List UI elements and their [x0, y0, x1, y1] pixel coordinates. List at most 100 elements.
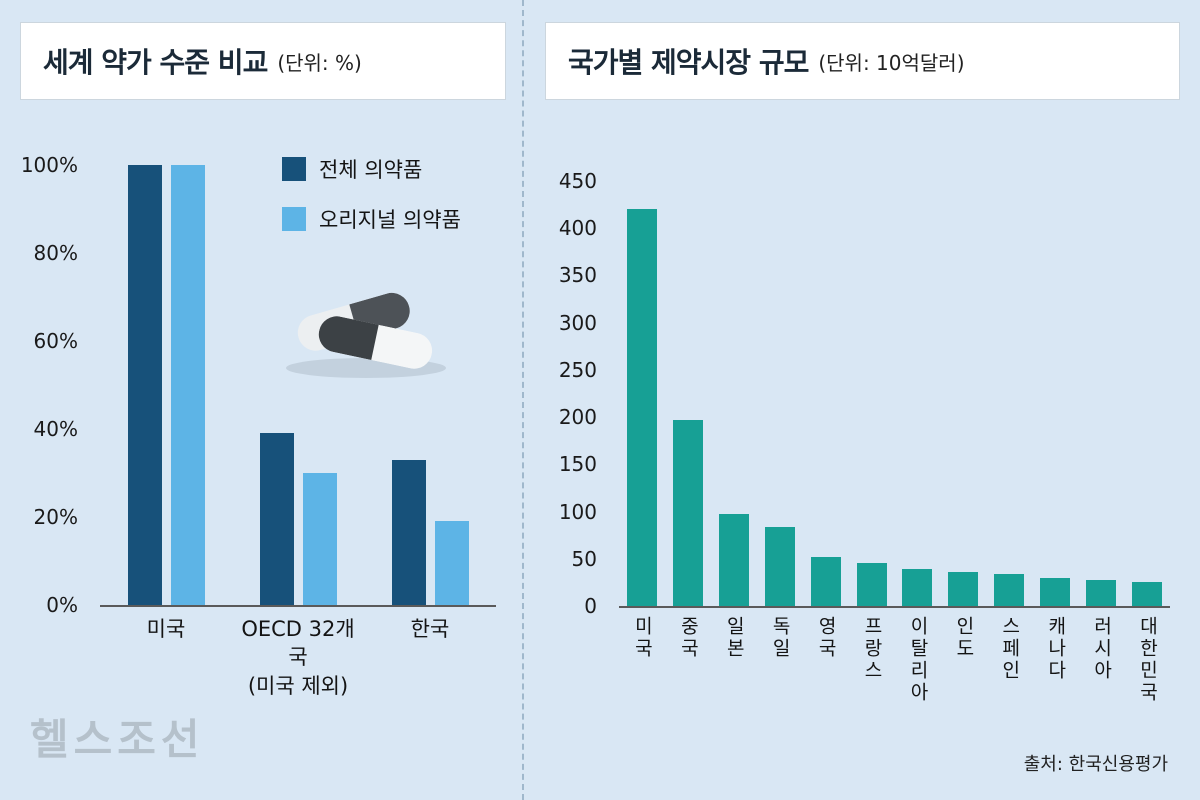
x-axis-label: 대한민국: [1124, 616, 1170, 704]
y-axis-label: 20%: [33, 505, 78, 529]
y-axis-label: 100%: [20, 153, 78, 177]
x-axis-label: 중국: [665, 616, 711, 704]
x-axis-label: OECD 32개국 (미국 제외): [241, 617, 355, 698]
bar-slot: [619, 181, 665, 606]
right-x-labels: 미국 중국 일본 독일 영국 프랑스 이탈리아 인도 스페인 캐나다 러시아 대한민국: [619, 616, 1170, 704]
y-axis-label: 300: [558, 310, 597, 335]
legend-label-all-drugs: 전체 의약품: [319, 158, 423, 182]
x-axis-label-text: 인도: [952, 616, 975, 660]
y-axis-label: 40%: [33, 417, 78, 441]
x-axis-label-text: 독일: [769, 616, 792, 660]
bar: [259, 433, 294, 605]
right-title: 국가별 제약시장 규모: [568, 46, 809, 79]
y-axis-label: 0%: [46, 593, 78, 617]
left-y-labels: 0% 20% 40% 60% 80% 100%: [20, 153, 88, 617]
y-axis-label: 60%: [33, 329, 78, 353]
x-axis-label: 프랑스: [849, 616, 895, 704]
bar: [856, 562, 887, 606]
bar: [810, 556, 841, 606]
y-axis-label: 250: [558, 357, 597, 382]
bar: [764, 526, 795, 606]
bar: [672, 419, 703, 606]
bar-slot: [1124, 181, 1170, 606]
left-plot: [100, 165, 496, 607]
source-credit: 출처: 한국신용평가: [1023, 754, 1168, 775]
y-axis-label: 50: [571, 546, 597, 571]
x-axis-label: 러시아: [1078, 616, 1124, 704]
bar: [994, 573, 1025, 606]
legend-label-original-drugs: 오리지널 의약품: [319, 208, 461, 232]
right-y-labels: 0 50 100 150 200 250 300 350 400 450: [545, 169, 607, 618]
x-axis-label: 미국: [619, 616, 665, 704]
x-axis-label: 한국: [410, 617, 450, 641]
x-axis-label-text: 영국: [815, 616, 838, 660]
y-axis-label: 150: [558, 452, 597, 477]
left-x-labels: 미국 OECD 32개국 (미국 제외) 한국: [100, 615, 496, 700]
bar: [127, 165, 162, 605]
y-axis-label: 200: [558, 405, 597, 430]
legend-swatch-all-drugs: [282, 157, 306, 181]
x-axis-label-text: 스페인: [998, 616, 1021, 682]
x-axis-label-text: 이탈리아: [906, 616, 929, 704]
left-chart: 0% 20% 40% 60% 80% 100% 미국 OECD 32개국 (미국 제외) 한국…: [20, 150, 506, 698]
bar: [902, 569, 933, 606]
right-plot: [619, 181, 1170, 608]
x-axis-label-text: 대한민국: [1136, 616, 1159, 704]
x-axis-label-text: 일본: [723, 616, 746, 660]
y-axis-label: 0: [584, 594, 597, 618]
x-axis-label: 일본: [711, 616, 757, 704]
bar: [626, 209, 657, 606]
x-axis-label-text: 러시아: [1090, 616, 1113, 682]
y-axis-label: 400: [558, 216, 597, 241]
bar-slot: [986, 181, 1032, 606]
bar-slot: [1032, 181, 1078, 606]
bar-group: [364, 165, 496, 605]
bar: [718, 514, 749, 606]
y-axis-label: 100: [558, 499, 597, 524]
left-title-unit: (단위: %): [277, 50, 362, 75]
x-axis-label-text: 중국: [677, 616, 700, 660]
bar-slot: [711, 181, 757, 606]
x-axis-label: 스페인: [986, 616, 1032, 704]
left-title: 세계 약가 수준 비교: [43, 46, 268, 79]
right-chart: 0 50 100 150 200 250 300 350 400 450 미국 중국 일본 독일 영국 프랑…: [545, 150, 1180, 730]
bar: [391, 459, 426, 605]
bar: [170, 165, 205, 605]
bar: [302, 473, 337, 605]
bar-slot: [940, 181, 986, 606]
x-axis-label: 영국: [803, 616, 849, 704]
x-axis-label: 독일: [757, 616, 803, 704]
bar-slot: [1078, 181, 1124, 606]
x-axis-label-text: 프랑스: [861, 616, 884, 682]
legend-item: 전체 의약품: [282, 154, 461, 184]
x-axis-label: 인도: [940, 616, 986, 704]
bar: [1086, 579, 1117, 606]
panel-divider: [522, 0, 524, 800]
y-axis-label: 80%: [33, 241, 78, 265]
y-axis-label: 450: [558, 169, 597, 193]
x-axis-label: 캐나다: [1032, 616, 1078, 704]
left-title-box: 세계 약가 수준 비교 (단위: %): [20, 22, 506, 100]
legend: 전체 의약품 오리지널 의약품: [282, 154, 461, 234]
bar-group: [100, 165, 232, 605]
legend-item: 오리지널 의약품: [282, 204, 461, 234]
bar-group: [232, 165, 364, 605]
x-axis-label: 이탈리아: [895, 616, 941, 704]
x-axis-label-text: 미국: [631, 616, 654, 660]
x-axis-label-text: 캐나다: [1044, 616, 1067, 682]
bar-slot: [665, 181, 711, 606]
bar: [1040, 577, 1071, 606]
capsules-icon: [268, 276, 463, 388]
bar: [434, 521, 469, 605]
watermark-logo: 헬스조선: [30, 715, 205, 764]
bar: [1132, 582, 1163, 606]
bar-slot: [803, 181, 849, 606]
bar-slot: [849, 181, 895, 606]
bar: [948, 572, 979, 606]
x-axis-label: 미국: [146, 617, 186, 641]
bar-slot: [895, 181, 941, 606]
bar-slot: [757, 181, 803, 606]
legend-swatch-original-drugs: [282, 207, 306, 231]
y-axis-label: 350: [558, 263, 597, 288]
